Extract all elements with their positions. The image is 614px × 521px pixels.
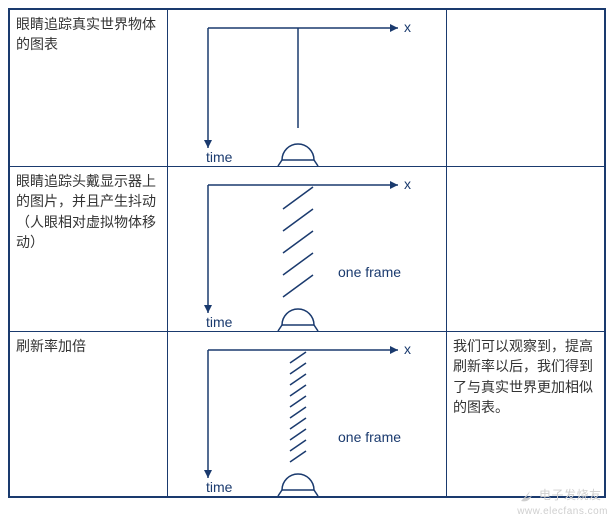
row-description-right: 我们可以观察到，提高刷新率以后，我们得到了与真实世界更加相似的图表。 <box>447 332 605 497</box>
svg-text:one frame: one frame <box>338 264 401 280</box>
row-diagram-cell: x time one frame <box>168 167 447 332</box>
table-row: 眼睛追踪头戴显示器上的图片，并且产生抖动（人眼相对虚拟物体移动） x time one… <box>10 167 605 332</box>
desc-text: 我们可以观察到，提高刷新率以后，我们得到了与真实世界更加相似的图表。 <box>453 336 598 417</box>
diagram-table: 眼睛追踪真实世界物体的图表xtime眼睛追踪头戴显示器上的图片，并且产生抖动（人… <box>8 8 606 498</box>
svg-text:x: x <box>404 176 411 192</box>
svg-text:x: x <box>404 19 411 35</box>
diagram: x time one frame <box>168 332 446 496</box>
row-description-right <box>447 10 605 167</box>
row-diagram-cell: x time one frame <box>168 332 447 497</box>
svg-text:one frame: one frame <box>338 429 401 445</box>
desc-text: 眼睛追踪真实世界物体的图表 <box>16 14 161 55</box>
diagram: x time <box>168 10 446 166</box>
row-description-left: 眼睛追踪真实世界物体的图表 <box>10 10 168 167</box>
row-description-right <box>447 167 605 332</box>
desc-text: 刷新率加倍 <box>16 336 161 356</box>
desc-text: 眼睛追踪头戴显示器上的图片，并且产生抖动（人眼相对虚拟物体移动） <box>16 171 161 252</box>
row-diagram-cell: x time <box>168 10 447 167</box>
table-row: 刷新率加倍 x time one frame 我们可以观察到，提高刷新率以后，我们得到了… <box>10 332 605 497</box>
watermark-url: www.elecfans.com <box>517 506 608 517</box>
svg-text:time: time <box>206 149 233 165</box>
svg-text:time: time <box>206 479 233 495</box>
row-description-left: 刷新率加倍 <box>10 332 168 497</box>
table-row: 眼睛追踪真实世界物体的图表 x time <box>10 10 605 167</box>
diagram: x time one frame <box>168 167 446 331</box>
svg-text:time: time <box>206 314 233 330</box>
svg-text:x: x <box>404 341 411 357</box>
table: 眼睛追踪真实世界物体的图表xtime眼睛追踪头戴显示器上的图片，并且产生抖动（人… <box>9 9 605 497</box>
row-description-left: 眼睛追踪头戴显示器上的图片，并且产生抖动（人眼相对虚拟物体移动） <box>10 167 168 332</box>
